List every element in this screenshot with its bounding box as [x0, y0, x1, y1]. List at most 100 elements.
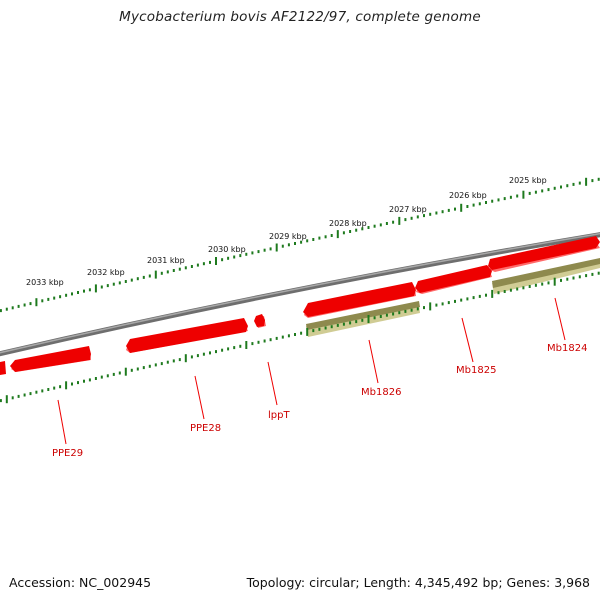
- outer-ruler-minor-tick: [59, 295, 62, 299]
- inner-ruler-minor-tick: [516, 287, 519, 291]
- inner-ruler-minor-tick: [597, 271, 600, 275]
- outer-ruler-major-tick: [522, 190, 525, 199]
- inner-ruler-minor-tick: [166, 360, 169, 364]
- outer-ruler-minor-tick: [441, 210, 444, 214]
- inner-ruler-minor-tick: [578, 275, 581, 279]
- cds-feature-edge: [0, 361, 6, 375]
- inner-ruler-minor-tick: [269, 338, 272, 342]
- inner-ruler-minor-tick: [447, 301, 450, 305]
- outer-ruler-minor-tick: [29, 302, 32, 306]
- inner-ruler-minor-tick: [330, 325, 333, 329]
- inner-ruler-minor-tick: [534, 283, 537, 287]
- cds-feature-ppe29: [10, 346, 91, 372]
- outer-kbp-ruler: [0, 177, 600, 313]
- outer-ruler-minor-tick: [478, 202, 481, 206]
- leader-mb1825: [461, 317, 474, 363]
- inner-ruler-major-tick: [367, 315, 370, 323]
- inner-ruler-minor-tick: [416, 307, 419, 311]
- inner-ruler-minor-tick: [566, 277, 569, 281]
- outer-ruler-minor-tick: [373, 224, 376, 228]
- gene-labels: Mb1824 Mb1825 Mb1826 lppT PPE28 PPE29: [52, 343, 587, 459]
- kbp-label-2032: 2032 kbp: [87, 268, 125, 277]
- inner-ruler-minor-tick: [591, 272, 594, 276]
- outer-ruler-minor-tick: [77, 291, 79, 294]
- inner-ruler-minor-tick: [373, 316, 376, 320]
- outer-ruler-minor-tick: [65, 293, 68, 297]
- outer-ruler-minor-tick: [0, 309, 2, 313]
- outer-ruler-minor-tick: [196, 263, 199, 267]
- inner-ruler-minor-tick: [112, 372, 115, 376]
- outer-ruler-minor-tick: [269, 247, 272, 251]
- inner-ruler-minor-tick: [257, 340, 260, 344]
- inner-ruler-minor-tick: [585, 274, 588, 278]
- outer-ruler-minor-tick: [385, 222, 388, 225]
- inner-ruler-minor-tick: [478, 294, 481, 298]
- inner-ruler-minor-tick: [130, 368, 133, 372]
- outer-ruler-minor-tick: [423, 214, 425, 218]
- inner-ruler-minor-tick: [392, 312, 395, 316]
- inner-ruler-minor-tick: [497, 291, 500, 295]
- inner-ruler-minor-tick: [466, 297, 469, 301]
- inner-ruler-minor-tick: [336, 323, 339, 327]
- outer-ruler-minor-tick: [553, 186, 556, 190]
- outer-ruler-minor-tick: [263, 248, 266, 252]
- inner-ruler-minor-tick: [53, 386, 56, 390]
- outer-ruler-minor-tick: [53, 296, 56, 300]
- inner-ruler-minor-tick: [485, 293, 487, 297]
- outer-ruler-major-tick: [154, 270, 157, 279]
- outer-ruler-minor-tick: [497, 198, 500, 202]
- inner-ruler-minor-tick: [17, 394, 20, 398]
- inner-ruler-major-tick: [5, 395, 8, 404]
- gene-label-mb1826: Mb1826: [361, 387, 401, 398]
- outer-ruler-minor-tick: [118, 281, 121, 285]
- inner-ruler-minor-tick: [547, 281, 550, 285]
- cds-feature-mb1826: [303, 282, 416, 318]
- outer-ruler-minor-tick: [221, 258, 224, 262]
- cds-feature-lppt: [254, 314, 266, 328]
- inner-ruler-minor-tick: [454, 299, 456, 303]
- outer-ruler-minor-tick: [172, 269, 175, 272]
- inner-ruler-minor-tick: [190, 355, 193, 359]
- leader-lppt: [267, 361, 278, 406]
- inner-ruler-minor-tick: [324, 326, 327, 330]
- outer-ruler-minor-tick: [547, 188, 550, 192]
- outer-ruler-minor-tick: [361, 227, 364, 231]
- outer-ruler-minor-tick: [227, 256, 230, 260]
- inner-ruler-minor-tick: [23, 393, 26, 397]
- kbp-label-2025: 2025 kbp: [509, 176, 547, 185]
- outer-ruler-minor-tick: [300, 240, 303, 244]
- inner-ruler-major-tick: [553, 277, 556, 286]
- inner-ruler-minor-tick: [239, 344, 242, 348]
- outer-ruler-minor-tick: [435, 211, 438, 215]
- inner-ruler-minor-tick: [349, 321, 352, 325]
- inner-ruler-minor-tick: [379, 315, 382, 318]
- outer-ruler-minor-tick: [233, 255, 236, 259]
- gene-label-mb1824: Mb1824: [547, 343, 587, 354]
- inner-ruler-major-tick: [65, 381, 68, 390]
- inner-ruler-minor-tick: [233, 346, 236, 350]
- outer-ruler-minor-tick: [572, 182, 575, 186]
- inner-ruler-minor-tick: [227, 347, 230, 351]
- inner-ruler-major-tick: [245, 341, 248, 349]
- inner-ruler-minor-tick: [435, 303, 438, 307]
- inner-ruler-minor-tick: [154, 363, 157, 367]
- genome-backbone-highlight: [0, 232, 600, 354]
- inner-ruler-minor-tick: [503, 290, 506, 293]
- outer-ruler-minor-tick: [392, 220, 395, 224]
- gene-label-ppe28: PPE28: [190, 423, 221, 434]
- inner-ruler-minor-tick: [287, 334, 290, 338]
- outer-ruler-minor-tick: [416, 215, 419, 219]
- cds-feature-mb1825: [415, 265, 492, 294]
- inner-ruler-minor-tick: [472, 296, 475, 300]
- inner-ruler-minor-tick: [221, 348, 224, 352]
- leader-ppe28: [194, 375, 205, 420]
- inner-ruler-minor-tick: [560, 278, 562, 282]
- inner-ruler-minor-tick: [312, 329, 315, 333]
- inner-ruler-minor-tick: [509, 288, 512, 292]
- inner-ruler-minor-tick: [281, 335, 284, 339]
- outer-ruler-minor-tick: [349, 230, 352, 233]
- outer-ruler-minor-tick: [367, 226, 370, 229]
- inner-ruler-minor-tick: [94, 377, 97, 380]
- kbp-label-2026: 2026 kbp: [449, 191, 487, 200]
- inner-ruler-minor-tick: [541, 282, 544, 286]
